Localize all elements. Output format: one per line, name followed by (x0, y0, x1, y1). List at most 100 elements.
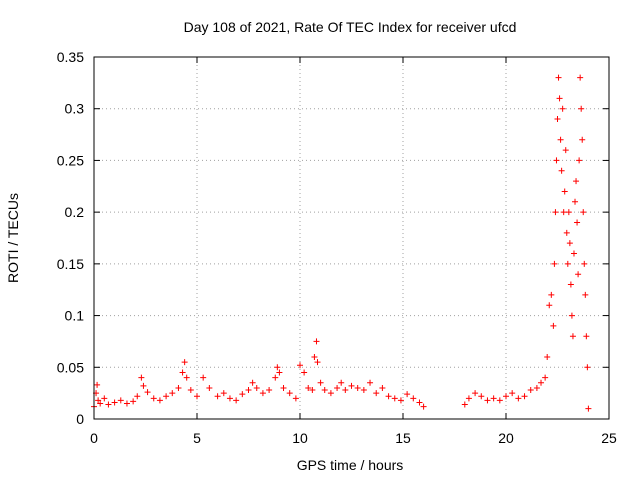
data-point (272, 374, 279, 381)
data-point (581, 260, 588, 267)
data-point (111, 399, 118, 406)
data-point (568, 312, 575, 319)
data-point (301, 369, 308, 376)
data-point (542, 374, 549, 381)
data-point (565, 209, 572, 216)
data-point (317, 379, 324, 386)
data-point (509, 390, 516, 397)
data-point (138, 374, 145, 381)
data-point (472, 390, 479, 397)
data-point (391, 395, 398, 402)
data-point (140, 382, 147, 389)
data-point (585, 405, 592, 412)
x-tick-label: 0 (90, 430, 98, 446)
data-point (544, 353, 551, 360)
data-point (533, 384, 540, 391)
data-point (348, 382, 355, 389)
data-point (134, 393, 141, 400)
chart-title: Day 108 of 2021, Rate Of TEC Index for r… (184, 19, 517, 35)
data-point (311, 353, 318, 360)
data-point (404, 391, 411, 398)
data-point (94, 381, 101, 388)
data-point (550, 322, 557, 329)
data-point (214, 393, 221, 400)
data-point (552, 209, 559, 216)
data-point (367, 379, 374, 386)
data-point (280, 384, 287, 391)
data-point (334, 384, 341, 391)
plot-frame (93, 56, 610, 420)
data-point (573, 178, 580, 185)
x-tick-label: 15 (395, 430, 411, 446)
data-point (360, 387, 367, 394)
y-axis-label: ROTI / TECUs (5, 193, 21, 283)
data-point (553, 157, 560, 164)
data-point (249, 379, 256, 386)
data-point (297, 362, 303, 369)
data-point (559, 105, 566, 112)
data-point (566, 240, 573, 247)
data-point (305, 384, 312, 391)
data-point (583, 333, 590, 340)
data-point (564, 260, 571, 267)
data-point (292, 395, 299, 402)
y-tick-label: 0.25 (57, 152, 84, 168)
data-point (580, 209, 587, 216)
data-point (576, 157, 583, 164)
y-tick-label: 0 (76, 411, 84, 427)
data-point (461, 401, 468, 408)
data-point (95, 397, 102, 404)
data-point (239, 391, 246, 398)
data-point (338, 379, 345, 386)
data-point (503, 393, 509, 400)
data-point (548, 291, 555, 298)
data-point (253, 384, 260, 391)
data-point (321, 387, 328, 394)
data-point (313, 338, 320, 345)
data-point (259, 390, 266, 397)
data-point (563, 229, 570, 236)
data-point (266, 387, 273, 394)
data-point (354, 384, 361, 391)
data-point (556, 95, 563, 102)
data-point (560, 209, 567, 216)
data-point (327, 390, 334, 397)
data-point (546, 302, 553, 309)
data-point (385, 393, 392, 400)
data-point (416, 399, 423, 406)
data-point (577, 74, 584, 81)
data-point (484, 397, 491, 404)
data-point (574, 219, 581, 226)
data-point (554, 116, 561, 123)
data-point (187, 387, 194, 394)
data-point (156, 397, 163, 404)
y-tick-label: 0.15 (57, 256, 84, 272)
data-point (175, 384, 182, 391)
data-point (555, 74, 562, 81)
data-point (130, 398, 137, 405)
data-point (558, 167, 565, 174)
data-point (562, 147, 569, 154)
data-point (123, 400, 130, 407)
x-tick-label: 10 (292, 430, 308, 446)
data-point (101, 395, 108, 402)
data-point (276, 369, 283, 376)
data-point (515, 395, 522, 402)
data-point (206, 384, 213, 391)
data-point (163, 393, 170, 400)
x-axis-label: GPS time / hours (297, 457, 404, 473)
y-tick-label: 0.3 (65, 101, 85, 117)
data-point (567, 281, 574, 288)
data-point (478, 393, 485, 400)
y-tick-label: 0.05 (57, 359, 84, 375)
data-point (226, 395, 233, 402)
y-tick-label: 0.35 (57, 49, 84, 65)
data-point (169, 390, 176, 397)
data-point (551, 260, 558, 267)
data-point (309, 387, 316, 394)
data-point (490, 395, 497, 402)
data-point (465, 395, 472, 402)
axis-ticks: 0 0.05 0.1 0.15 0.2 0.25 0.3 0.35 0 5 10 15 20 25 (57, 49, 617, 446)
data-point (314, 359, 321, 366)
